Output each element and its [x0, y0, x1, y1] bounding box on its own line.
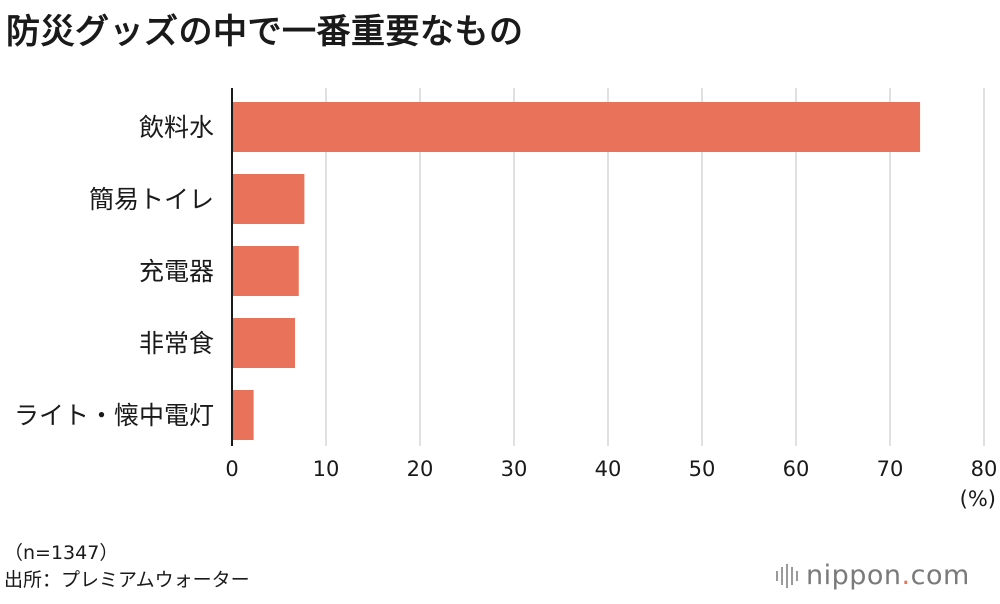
logo-suffix: com: [910, 560, 970, 591]
x-tick-label: 40: [595, 457, 622, 481]
nippon-logo: nippon.com: [776, 560, 970, 591]
x-tick-label: 30: [501, 457, 528, 481]
x-tick-label: 10: [313, 457, 340, 481]
x-tick-label: 60: [783, 457, 810, 481]
chart-title: 防災グッズの中で一番重要なもの: [6, 12, 524, 52]
logo-wordmark: nippon.com: [806, 560, 970, 591]
chart-notes: （n=1347） 出所：プレミアムウォーター: [4, 540, 250, 594]
category-label: 充電器: [139, 257, 214, 286]
x-tick-label: 50: [689, 457, 716, 481]
bar: [232, 318, 295, 368]
bar: [232, 390, 254, 440]
x-tick-labels: 0 10 20 30 40 50 60 70 80: [225, 457, 997, 481]
x-tick-label: 70: [877, 457, 904, 481]
category-label: 簡易トイレ: [89, 185, 214, 214]
bar: [232, 246, 299, 296]
category-label: 飲料水: [139, 113, 214, 142]
bar: [232, 174, 305, 224]
bar: [232, 102, 921, 152]
x-tick-label: 20: [407, 457, 434, 481]
logo-mark-icon: [776, 563, 798, 588]
logo-dot: .: [901, 560, 911, 591]
sample-size-note: （n=1347）: [4, 542, 119, 564]
bars: [232, 102, 921, 440]
category-label: ライト・懐中電灯: [14, 401, 214, 430]
logo-name: nippon: [806, 560, 902, 591]
x-tick-label: 0: [225, 457, 238, 481]
x-tick-label: 80: [971, 457, 998, 481]
x-unit-label: (%): [960, 487, 996, 511]
source-note: 出所：プレミアムウォーター: [4, 569, 250, 591]
category-label: 非常食: [139, 329, 214, 358]
